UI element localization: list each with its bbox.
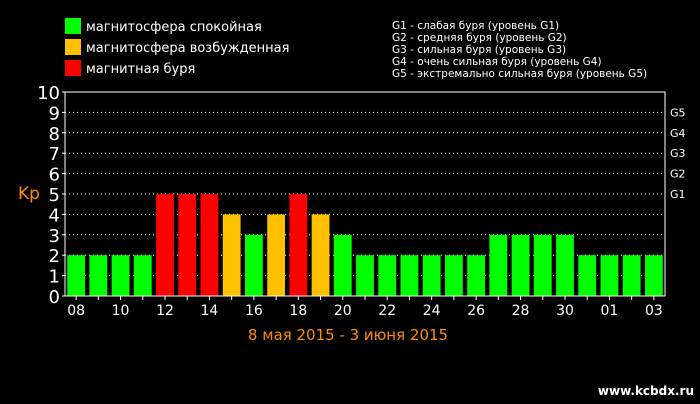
kp-bar <box>645 255 663 296</box>
watermark: www.kcbdx.ru <box>598 384 694 398</box>
storm-level-g5: G5 - экстремально сильная буря (уровень … <box>392 68 647 80</box>
kp-bar <box>222 214 241 296</box>
legend-swatch-active <box>65 39 81 55</box>
kp-bar <box>578 255 597 296</box>
x-tick-label: 01 <box>601 303 619 319</box>
storm-level-legend: G1 - слабая буря (уровень G1) G2 - средн… <box>392 20 647 80</box>
kp-bar <box>111 255 130 296</box>
kp-bar <box>311 214 330 296</box>
storm-level-g4: G4 - очень сильная буря (уровень G4) <box>392 56 602 68</box>
y-tick-label: 7 <box>49 144 60 165</box>
kp-bar <box>200 194 219 296</box>
y-tick-label: 0 <box>49 287 60 308</box>
kp-bar <box>556 234 574 296</box>
x-tick-label: 16 <box>245 303 263 319</box>
g-level-tick-label: G1 <box>670 188 686 201</box>
legend-label-storm: магнитная буря <box>86 62 195 77</box>
x-tick-label: 26 <box>467 303 485 319</box>
y-tick-label: 8 <box>49 124 60 145</box>
y-tick-label: 9 <box>49 103 60 124</box>
kp-bar <box>422 255 441 296</box>
x-tick-label: 10 <box>112 303 130 319</box>
kp-bar <box>445 255 463 296</box>
kp-bar <box>333 234 352 296</box>
kp-bar <box>489 234 508 296</box>
legend-label-quiet: магнитосфера спокойная <box>86 20 262 35</box>
kp-bar <box>467 255 485 296</box>
kp-bar <box>511 234 530 296</box>
storm-level-g1: G1 - слабая буря (уровень G1) <box>392 20 559 32</box>
x-tick-label: 18 <box>289 303 307 319</box>
y-tick-label: 4 <box>49 205 60 226</box>
x-tick-label: 12 <box>156 303 174 319</box>
legend: магнитосфера спокойная магнитосфера возб… <box>65 18 289 77</box>
x-tick-label: 28 <box>512 303 530 319</box>
kp-bar <box>178 194 197 296</box>
x-tick-label: 30 <box>556 303 574 319</box>
storm-level-g3: G3 - сильная буря (уровень G3) <box>392 44 566 56</box>
g-level-tick-label: G4 <box>670 127 686 140</box>
kp-bar <box>67 255 85 296</box>
storm-level-g2: G2 - средняя буря (уровень G2) <box>392 32 567 44</box>
kp-bar <box>356 255 374 296</box>
y-tick-label: 1 <box>49 267 60 288</box>
y-tick-label: 10 <box>37 83 60 104</box>
x-tick-label: 14 <box>201 303 219 319</box>
g-level-tick-label: G2 <box>670 168 686 181</box>
legend-swatch-quiet <box>65 18 81 34</box>
kp-bar <box>156 194 174 296</box>
kp-bar <box>400 255 419 296</box>
bar-layer <box>67 194 663 296</box>
kp-bar <box>89 255 108 296</box>
kp-bar <box>245 234 263 296</box>
y-tick-label: 3 <box>49 226 60 247</box>
y-tick-label: 5 <box>49 185 60 206</box>
x-axis-label: 8 мая 2015 - 3 июня 2015 <box>248 326 448 344</box>
y-tick-label: 6 <box>49 165 60 186</box>
y-tick-label: 2 <box>49 246 60 267</box>
x-tick-label: 22 <box>378 303 396 319</box>
kp-bar <box>533 234 552 296</box>
x-tick-label: 03 <box>645 303 663 319</box>
g-level-tick-label: G3 <box>670 147 686 160</box>
kp-bar <box>600 255 619 296</box>
kp-bar <box>289 194 308 296</box>
legend-label-active: магнитосфера возбужденная <box>86 41 289 56</box>
kp-bar <box>133 255 152 296</box>
kp-bar <box>622 255 641 296</box>
x-tick-label: 20 <box>334 303 352 319</box>
y-axis-label: Kp <box>18 184 40 204</box>
g-level-tick-label: G5 <box>670 106 686 119</box>
kp-bar <box>378 255 397 296</box>
x-tick-label: 24 <box>423 303 441 319</box>
legend-swatch-storm <box>65 60 81 76</box>
kp-bar <box>267 214 285 296</box>
x-tick-label: 08 <box>67 303 85 319</box>
